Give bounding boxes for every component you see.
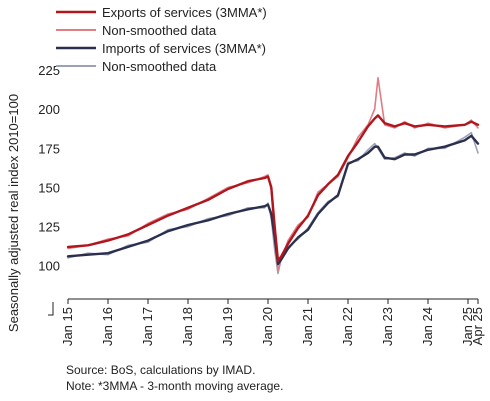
x-tick-label: Jan 18 — [180, 307, 195, 346]
chart-notes: Source: BoS, calculations by IMAD. Note:… — [66, 362, 283, 394]
x-tick-label: Jan 23 — [380, 307, 395, 346]
series-lines — [66, 77, 480, 275]
y-tick-label: 125 — [38, 220, 60, 235]
legend-label: Imports of services (3MMA*) — [102, 41, 266, 56]
x-tick-label: Jan 24 — [420, 307, 435, 346]
y-tick-label: 100 — [38, 259, 60, 274]
legend: Exports of services (3MMA*) Non-smoothed … — [56, 5, 267, 74]
x-tick-label: Jan 16 — [100, 307, 115, 346]
x-tick-label: Jan 21 — [300, 307, 315, 346]
series-line-3 — [66, 134, 480, 266]
legend-label: Non-smoothed data — [102, 23, 217, 38]
x-tick-label: Jan 15 — [60, 307, 75, 346]
y-tick-label: 175 — [38, 141, 60, 156]
x-tick-label: Jan 22 — [340, 307, 355, 346]
axis-break-mark — [48, 302, 54, 316]
legend-label: Exports of services (3MMA*) — [102, 5, 267, 20]
x-tick-label: Jan 19 — [220, 307, 235, 346]
y-tick-label: 200 — [38, 102, 60, 117]
x-tick-label: Jan 20 — [260, 307, 275, 346]
y-tick-label: 225 — [38, 63, 60, 78]
source-note: Source: BoS, calculations by IMAD. — [66, 363, 256, 377]
x-tick-label: Jan 25 — [460, 307, 475, 346]
series-line-1 — [66, 114, 480, 263]
legend-label: Non-smoothed data — [102, 59, 217, 74]
y-axis-label: Seasonally adjusted real index 2010=100 — [6, 94, 21, 332]
axes: 100 125 150 175 200 225 Jan 15 Jan 16 Jan 17 Jan … — [38, 63, 485, 346]
footnote: Note: *3MMA - 3-month moving average. — [66, 379, 284, 393]
y-tick-label: 150 — [38, 180, 60, 195]
x-tick-label: Apr 25 — [470, 307, 485, 345]
x-tick-label: Jan 17 — [140, 307, 155, 346]
